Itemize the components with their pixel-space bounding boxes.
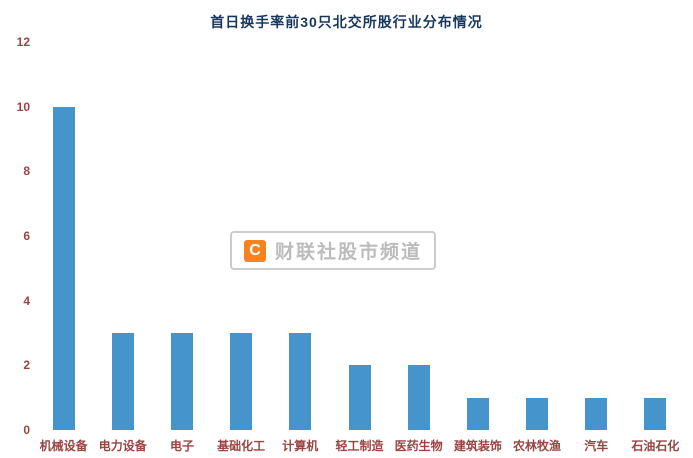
bar bbox=[585, 398, 607, 430]
x-tick-label: 电力设备 bbox=[99, 437, 147, 454]
x-tick-label: 汽车 bbox=[584, 437, 608, 454]
y-tick-label: 6 bbox=[6, 229, 30, 243]
bar bbox=[349, 365, 371, 430]
x-tick-label: 医药生物 bbox=[395, 437, 443, 454]
x-tick-label: 轻工制造 bbox=[335, 437, 383, 454]
y-tick-label: 4 bbox=[6, 294, 30, 308]
x-tick-label: 电子 bbox=[170, 437, 194, 454]
watermark-text: 财联社股市频道 bbox=[275, 237, 422, 264]
chart-canvas: 首日换手率前30只北交所股行业分布情况 0 2 4 6 8 10 12 机械设备电力设备 电子… bbox=[0, 0, 693, 458]
y-tick-label: 8 bbox=[6, 164, 30, 178]
bar bbox=[112, 333, 134, 430]
bar bbox=[526, 398, 548, 430]
bar bbox=[408, 365, 430, 430]
y-tick-label: 10 bbox=[6, 100, 30, 114]
bar bbox=[53, 107, 75, 430]
y-tick-label: 12 bbox=[6, 35, 30, 49]
x-tick-label: 计算机 bbox=[282, 437, 318, 454]
bar bbox=[467, 398, 489, 430]
x-tick-label: 基础化工 bbox=[217, 437, 265, 454]
chart-title: 首日换手率前30只北交所股行业分布情况 bbox=[0, 12, 693, 32]
y-tick-label: 0 bbox=[6, 423, 30, 437]
x-tick-label: 石油石化 bbox=[631, 437, 679, 454]
bar bbox=[230, 333, 252, 430]
y-tick-label: 2 bbox=[6, 358, 30, 372]
x-tick-label: 农林牧渔 bbox=[513, 437, 561, 454]
bar bbox=[171, 333, 193, 430]
bar bbox=[289, 333, 311, 430]
watermark: C 财联社股市频道 bbox=[230, 231, 436, 270]
bar bbox=[644, 398, 666, 430]
x-tick-label: 机械设备 bbox=[40, 437, 88, 454]
x-tick-label: 建筑装饰 bbox=[454, 437, 502, 454]
cls-logo-icon: C bbox=[244, 240, 266, 262]
